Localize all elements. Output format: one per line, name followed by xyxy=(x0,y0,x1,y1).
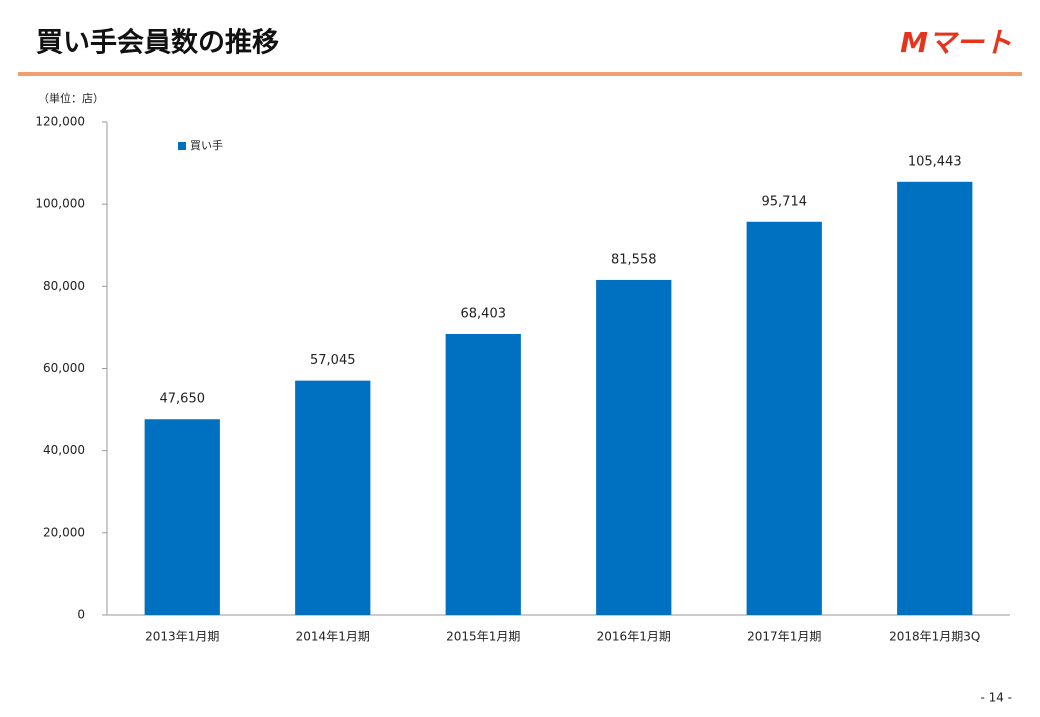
legend-swatch xyxy=(178,142,186,150)
logo: Mマート xyxy=(900,26,1012,59)
x-tick-label: 2013年1月期 xyxy=(145,630,219,644)
page-number: - 14 - xyxy=(980,691,1012,705)
value-label: 105,443 xyxy=(908,154,962,169)
y-tick-label: 80,000 xyxy=(43,279,85,293)
slide-title: 買い手会員数の推移 xyxy=(36,28,279,59)
y-tick-label: 0 xyxy=(77,608,85,622)
y-tick-label: 100,000 xyxy=(35,197,85,211)
y-tick-label: 60,000 xyxy=(43,361,85,375)
value-label: 47,650 xyxy=(160,392,206,407)
value-label: 81,558 xyxy=(611,252,657,267)
y-tick-label: 40,000 xyxy=(43,443,85,457)
bar xyxy=(897,181,973,616)
value-label: 57,045 xyxy=(310,353,356,368)
x-tick-label: 2015年1月期 xyxy=(446,630,520,644)
bar xyxy=(295,380,371,615)
y-tick-label: 120,000 xyxy=(35,115,85,129)
bar xyxy=(144,419,220,615)
bar xyxy=(746,221,822,616)
bar xyxy=(596,279,672,615)
legend-label: 買い手 xyxy=(190,138,223,152)
y-tick-label: 20,000 xyxy=(43,525,85,539)
x-tick-label: 2016年1月期 xyxy=(597,630,671,644)
value-label: 68,403 xyxy=(461,306,507,321)
x-tick-label: 2014年1月期 xyxy=(296,630,370,644)
x-tick-label: 2017年1月期 xyxy=(747,630,821,644)
value-label: 95,714 xyxy=(762,194,808,209)
bar xyxy=(445,333,521,615)
plot: 0 20,000 40,000 60,000 80,000 100,000 120,000 2… xyxy=(35,115,1010,644)
unit-label: （単位：店） xyxy=(38,91,104,105)
x-tick-label: 2018年1月期3Q xyxy=(889,630,980,644)
